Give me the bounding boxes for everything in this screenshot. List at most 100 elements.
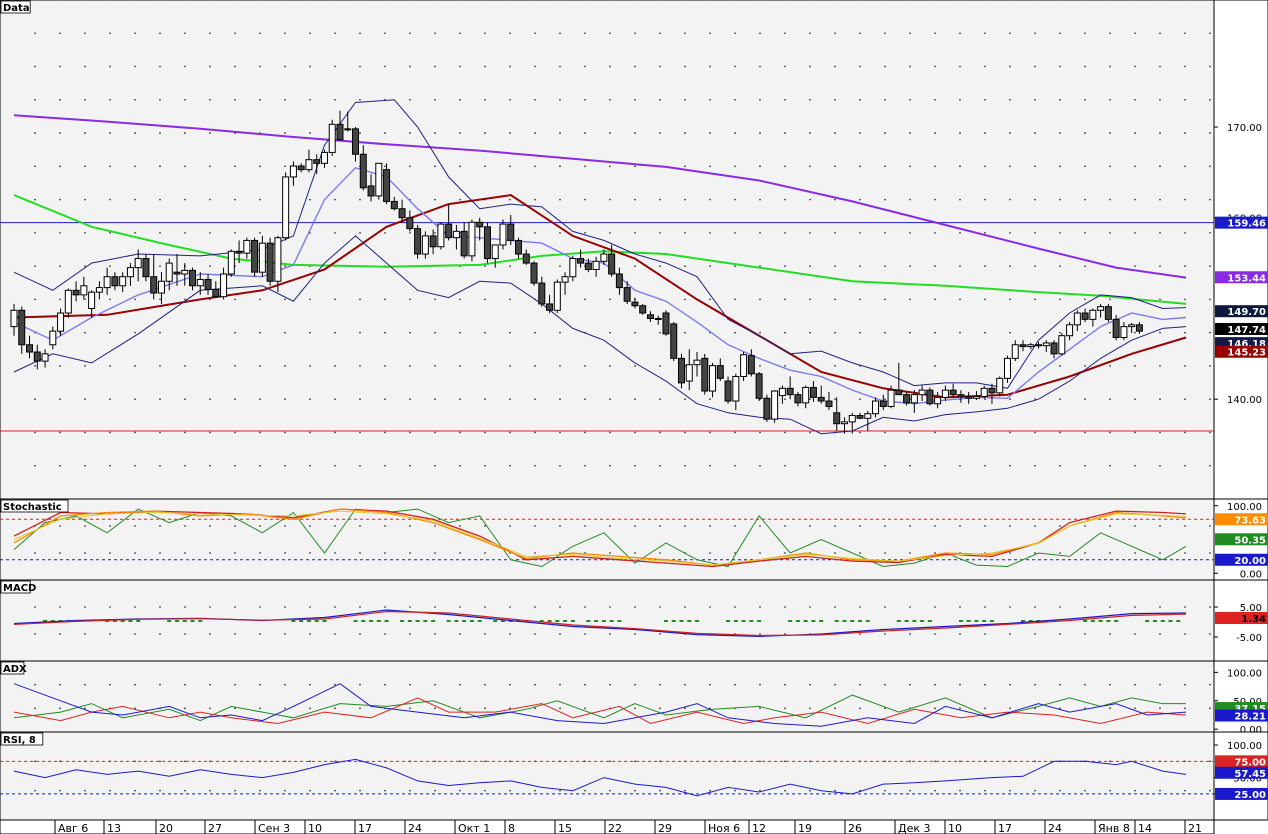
grid-dot [884,431,886,434]
grid-dot [1159,65,1161,68]
grid-dot [784,365,786,367]
macd-histogram-bar [586,620,591,622]
grid-dot [959,231,961,234]
candle-body [1128,324,1136,328]
grid-dot [34,707,36,710]
grid-dot [434,398,436,401]
grid-dot [1009,633,1011,635]
grid-dot [1134,789,1136,792]
grid-dot [959,789,961,792]
candle-body [445,223,453,239]
grid-dot [84,331,86,334]
grid-dot [909,0,911,1]
grid-dot [884,606,886,608]
grid-dot [1059,298,1061,301]
grid-dot [634,789,636,792]
grid-dot [1184,464,1186,467]
grid-dot [534,398,536,401]
grid-dot [759,165,761,168]
grid-dot [859,298,861,301]
grid-dot [284,65,286,68]
grid-dot [809,65,811,68]
grid-dot [634,707,636,710]
grid-dot [784,231,786,234]
grid-dot [884,98,886,101]
macd-histogram-bar [834,620,839,622]
grid-dot [459,398,461,401]
grid-dot [109,431,111,434]
macd-histogram-bar [1083,620,1088,622]
grid-dot [659,683,661,686]
grid-dot [1159,165,1161,168]
candle-body [817,396,825,402]
grid-dot [259,398,261,401]
grid-dot [409,707,411,710]
grid-dot [959,265,961,268]
grid-dot [759,760,761,763]
grid-dot [159,760,161,763]
candle-body [390,200,398,210]
macd-histogram-bar [819,620,824,622]
grid-dot [759,464,761,467]
grid-dot [59,633,61,635]
grid-dot [984,165,986,168]
grid-dot [1109,789,1111,792]
grid-dot [959,65,961,68]
grid-dot [1084,606,1086,608]
macd-histogram-bar [749,620,754,622]
grid-dot [859,431,861,434]
grid-dot [884,32,886,35]
grid-dot [284,552,286,554]
grid-dot [1184,32,1186,35]
grid-dot [584,132,586,134]
candle-body [910,394,918,404]
grid-dot [809,398,811,401]
grid-dot [1059,552,1061,554]
macd-histogram-bar [679,620,684,622]
grid-dot [234,298,236,301]
grid-dot [1009,132,1011,134]
grid-dot [1209,431,1211,434]
grid-dot [1084,298,1086,301]
grid-dot [509,198,511,201]
grid-dot [434,606,436,608]
grid-dot [134,32,136,35]
rsi-value-label: 75.00 [1234,757,1266,768]
grid-dot [109,525,111,527]
candle-body [530,262,538,284]
grid-dot [1009,525,1011,527]
candle-body [786,387,794,396]
price-ytick-label: 170.00 [1227,123,1262,134]
grid-dot [1009,331,1011,334]
grid-dot [859,331,861,334]
grid-dot [934,298,936,301]
price-ytick-label: 140.00 [1227,395,1262,406]
grid-dot [134,331,136,334]
grid-dot [84,398,86,401]
grid-dot [909,633,911,635]
grid-dot [1059,365,1061,367]
candle-body [1112,318,1120,339]
grid-dot [684,789,686,792]
grid-dot [684,165,686,168]
grid-dot [859,165,861,168]
candle-body [150,276,158,294]
macd-histogram-bar [469,620,474,622]
stochastic-ytick-label: 100.00 [1227,502,1262,513]
candle-body [157,280,165,294]
grid-dot [159,331,161,334]
grid-dot [384,552,386,554]
grid-dot [759,552,761,554]
grid-dot [559,525,561,527]
grid-dot [1084,65,1086,68]
grid-dot [334,331,336,334]
grid-dot [684,198,686,201]
grid-dot [209,398,211,401]
candle-body [825,400,833,407]
grid-dot [909,331,911,334]
candle-body [297,165,305,171]
grid-dot [734,32,736,35]
grid-dot [1134,98,1136,101]
grid-dot [934,231,936,234]
macd-histogram-bar [547,620,552,622]
